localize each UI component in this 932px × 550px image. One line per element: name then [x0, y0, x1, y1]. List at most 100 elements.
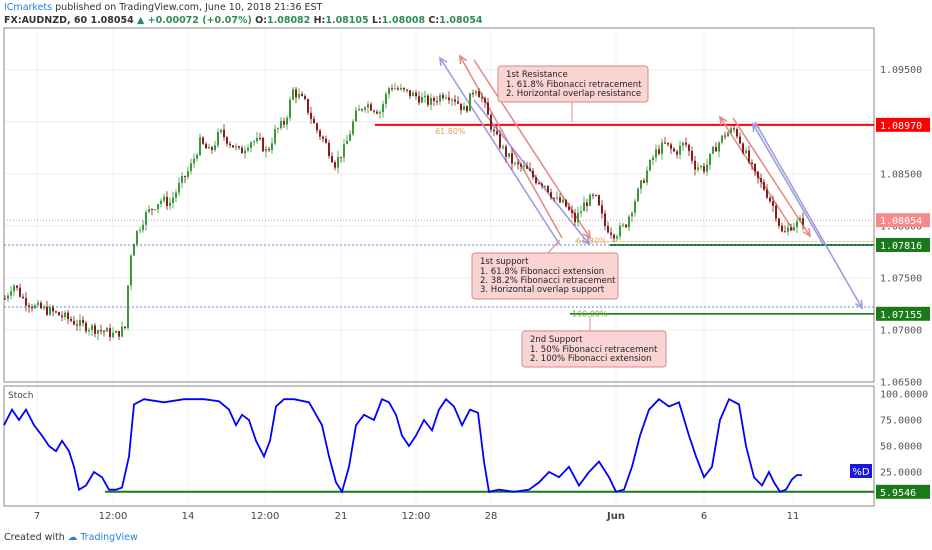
symbol-label[interactable]: FX:AUDNZD, 60: [4, 15, 88, 26]
candle-down: [211, 147, 213, 150]
candle-down: [313, 118, 315, 124]
candle-up: [154, 209, 156, 211]
candle-down: [301, 94, 303, 97]
stoch-y-tick: 100.0000: [880, 390, 928, 401]
price-tag-box: [876, 237, 930, 252]
candle-down: [436, 101, 438, 103]
candle-down: [322, 136, 324, 139]
candle-down: [487, 102, 489, 115]
open-label: O:: [255, 15, 267, 26]
publisher-name[interactable]: ICmarkets: [4, 2, 53, 13]
x-tick-label: Jun: [606, 511, 625, 522]
price-tag-label: 1.07816: [880, 241, 922, 252]
candle-down: [100, 330, 102, 332]
grid: [4, 28, 874, 506]
candle-up: [661, 142, 663, 154]
candle-down: [397, 88, 399, 90]
high-label: H:: [313, 15, 326, 26]
x-tick-label: 12:00: [402, 511, 431, 522]
x-tick-label: 14: [182, 511, 195, 522]
candle-up: [523, 165, 525, 167]
candle-up: [163, 196, 165, 201]
chart-frame: [3, 27, 875, 507]
candle-down: [625, 224, 627, 228]
candle-up: [349, 134, 351, 141]
stoch-legend-box: [850, 464, 872, 478]
x-tick-label: 21: [335, 511, 348, 522]
channel-red-line-head: [719, 115, 728, 126]
candle-up: [106, 328, 108, 332]
candle-down: [568, 206, 570, 210]
tradingview-brand[interactable]: TradingView: [80, 532, 138, 543]
note-title: 1st Resistance: [506, 70, 568, 80]
created-with-label: Created with: [4, 532, 65, 543]
candle-down: [760, 178, 762, 183]
candle-down: [460, 103, 462, 111]
candle-down: [151, 208, 153, 210]
tradingview-logo-icon: ☁: [67, 532, 78, 543]
note-line: 2. Horizontal overlap resistance: [506, 89, 641, 99]
candle-up: [97, 330, 99, 334]
candle-up: [187, 171, 189, 177]
candle-down: [25, 298, 27, 306]
price-tag-label: 1.07155: [880, 310, 922, 321]
fib-label: 61.80%: [576, 237, 607, 246]
candle-up: [577, 212, 579, 223]
candle-up: [160, 200, 162, 204]
candle-up: [37, 302, 39, 306]
candle-up: [451, 99, 453, 101]
ohlc-legend: FX:AUDNZD, 60 1.08054 ▲ +0.00072 (+0.07%…: [4, 15, 482, 26]
fib-label: 61.80%: [435, 127, 466, 136]
y-tick-label: 1.07500: [880, 273, 922, 284]
candle-down: [526, 165, 528, 169]
candle-up: [622, 224, 624, 226]
stochastic-pane: Stoch 100.0000 75.0000 50.0000 25.0000 5.9546…: [3, 390, 930, 499]
candle-down: [205, 143, 207, 149]
candle-up: [7, 295, 9, 299]
candle-up: [502, 146, 504, 148]
candle-up: [628, 216, 630, 228]
candle-down: [559, 197, 561, 203]
candle-up: [181, 175, 183, 184]
candle-down: [76, 324, 78, 326]
candle-down: [448, 97, 450, 101]
price-change: +0.00072 (+0.07%): [147, 15, 252, 26]
candle-down: [694, 160, 696, 170]
candle-down: [226, 137, 228, 144]
price-axis[interactable]: 1.095001.090001.085001.080001.075001.070…: [876, 65, 930, 389]
candle-up: [619, 225, 621, 237]
candle-up: [358, 109, 360, 111]
candle-down: [70, 318, 72, 321]
candle-up: [721, 135, 723, 143]
candle-up: [337, 156, 339, 168]
stoch-line: [3, 397, 802, 494]
candle-down: [61, 315, 63, 318]
candle-down: [595, 194, 597, 196]
candle-up: [394, 88, 396, 90]
candle-down: [73, 320, 75, 325]
candle-up: [88, 330, 90, 332]
candle-up: [346, 140, 348, 145]
candle-down: [409, 90, 411, 97]
candle-down: [316, 123, 318, 131]
candle-down: [391, 88, 393, 90]
candle-down: [457, 101, 459, 104]
published-text: published on TradingView.com, June 10, 2…: [55, 2, 323, 13]
candle-down: [295, 89, 297, 98]
candle-down: [607, 226, 609, 233]
channel-blue-line: [473, 99, 590, 245]
candle-up: [169, 202, 171, 206]
candle-up: [400, 87, 402, 90]
candle-down: [685, 142, 687, 145]
candle-up: [274, 129, 276, 144]
time-axis[interactable]: 7 12:00 14 12:00 21 12:00 28 Jun 6 11: [34, 511, 800, 522]
high-value: 1.08105: [325, 15, 369, 26]
candle-up: [730, 128, 732, 133]
candle-up: [10, 291, 12, 296]
candle-up: [292, 89, 294, 100]
candle-up: [343, 144, 345, 158]
candle-up: [700, 166, 702, 168]
candle-up: [388, 88, 390, 94]
note-line: 1. 61.8% Fibonacci extension: [480, 267, 604, 277]
